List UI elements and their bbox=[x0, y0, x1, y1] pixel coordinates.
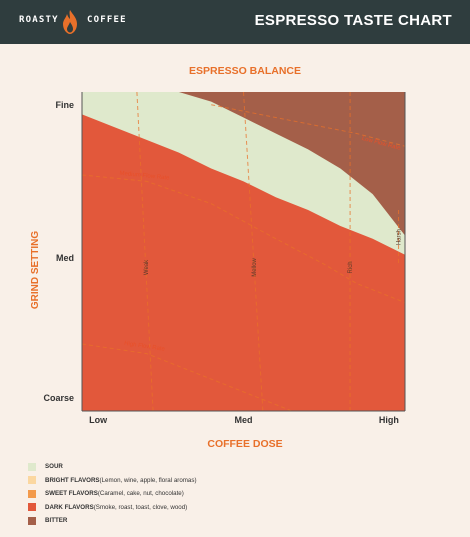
y-axis-label: GRIND SETTING bbox=[30, 231, 41, 310]
legend-swatch bbox=[28, 462, 36, 471]
annotation-line-medium-flow-rate bbox=[81, 174, 406, 304]
plot-area bbox=[82, 92, 405, 411]
y-tick-fine: Fine bbox=[55, 100, 74, 110]
legend-swatch bbox=[28, 489, 36, 498]
brand-name-left: ROASTY bbox=[19, 15, 59, 25]
legend-item-sweet-flavors: SWEET FLAVORS (Caramel, cake, nut, choco… bbox=[28, 487, 197, 500]
brand-name-right: COFFEE bbox=[87, 15, 127, 25]
annotation-line-weak bbox=[136, 91, 154, 412]
legend-label: SWEET FLAVORS bbox=[45, 490, 98, 497]
legend-label: DARK FLAVORS bbox=[45, 503, 94, 511]
legend-item-sour: SOUR bbox=[28, 460, 197, 473]
legend-label: BITTER bbox=[45, 517, 68, 524]
chart-title: ESPRESSO BALANCE bbox=[189, 65, 301, 77]
annotation-line-low-flow-rate bbox=[211, 104, 406, 147]
legend-swatch bbox=[28, 476, 36, 484]
legend-description: (Smoke, roast, toast, clove, wood) bbox=[93, 503, 188, 511]
legend: SOUR BRIGHT FLAVORS (Lemon, wine, apple, … bbox=[28, 460, 197, 528]
annotation-label-rich: Rich bbox=[348, 261, 354, 273]
legend-label: BRIGHT FLAVORS bbox=[45, 476, 100, 484]
legend-description: (Caramel, cake, nut, chocolate) bbox=[97, 490, 184, 497]
y-tick-coarse: Coarse bbox=[43, 393, 74, 403]
page-title: ESPRESSO TASTE CHART bbox=[254, 12, 452, 29]
legend-label: SOUR bbox=[45, 463, 63, 470]
x-tick-low: Low bbox=[89, 415, 108, 425]
area-dark-flavors bbox=[82, 114, 405, 411]
y-tick-med: Med bbox=[56, 253, 74, 263]
annotation-line-high-flow-rate bbox=[81, 343, 293, 412]
legend-item-dark-flavors: DARK FLAVORS (Smoke, roast, toast, clove… bbox=[28, 501, 197, 514]
x-tick-high: High bbox=[379, 415, 399, 425]
legend-swatch bbox=[28, 516, 36, 525]
axes: Low Med High Fine Med Coarse bbox=[43, 92, 406, 425]
legend-description: (Lemon, wine, apple, floral aromas) bbox=[99, 476, 197, 484]
annotation-line-mellow bbox=[243, 91, 264, 412]
annotation-label-mellow: Mellow bbox=[252, 257, 258, 276]
area-bitter bbox=[178, 92, 405, 236]
header-bar: ROASTY COFFEE ESPRESSO TASTE CHART bbox=[0, 0, 470, 44]
legend-item-bitter: BITTER bbox=[28, 514, 197, 527]
annotation-label-harsh: Harsh bbox=[397, 229, 403, 245]
x-axis-label: COFFEE DOSE bbox=[207, 438, 282, 450]
annotation-label-medium-flow-rate: Medium Flow Rate bbox=[119, 171, 170, 182]
legend-swatch bbox=[28, 503, 36, 511]
x-tick-med: Med bbox=[235, 415, 253, 425]
flame-logo-icon bbox=[63, 10, 77, 34]
annotation-label-weak: Weak bbox=[144, 259, 150, 275]
legend-item-bright-flavors: BRIGHT FLAVORS (Lemon, wine, apple, flor… bbox=[28, 474, 197, 487]
